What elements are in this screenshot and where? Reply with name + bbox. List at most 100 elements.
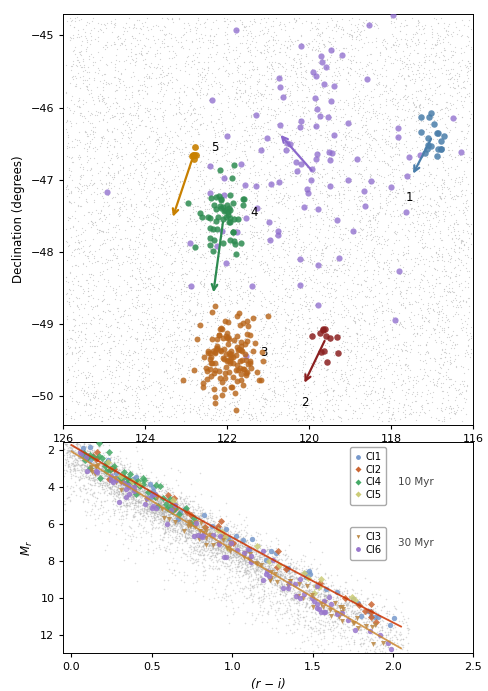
Point <box>286 568 294 579</box>
Point <box>215 191 223 202</box>
Point <box>457 154 465 165</box>
Point <box>301 381 309 392</box>
Point <box>107 463 115 474</box>
Point <box>375 412 383 423</box>
Point <box>181 519 189 530</box>
Point <box>88 370 96 381</box>
Point <box>379 347 386 358</box>
Point <box>315 147 323 158</box>
Point <box>224 553 231 564</box>
Point <box>278 581 286 592</box>
Point <box>289 59 297 70</box>
Point <box>285 31 292 42</box>
Point <box>132 491 140 502</box>
Point <box>163 84 170 95</box>
Point <box>236 547 244 558</box>
Point <box>216 527 224 538</box>
Point <box>158 347 166 358</box>
Point <box>462 59 469 70</box>
Point <box>365 607 373 618</box>
Point <box>98 239 105 250</box>
Point <box>283 564 291 575</box>
Point <box>185 531 193 542</box>
Point <box>270 255 278 266</box>
Point <box>281 554 289 565</box>
Point <box>79 240 87 252</box>
Point <box>67 231 75 242</box>
Point <box>179 511 187 522</box>
Point <box>342 598 350 609</box>
Point <box>401 83 408 94</box>
Point <box>305 585 313 596</box>
Point <box>120 477 127 489</box>
Point <box>194 515 202 527</box>
Point <box>236 545 244 556</box>
Point <box>147 486 155 498</box>
Point <box>270 571 278 582</box>
Point <box>122 334 129 345</box>
Point <box>414 258 422 269</box>
Point <box>223 52 230 63</box>
Point <box>169 505 177 516</box>
Point <box>96 406 104 417</box>
Point <box>147 57 155 68</box>
Point <box>122 458 130 469</box>
Point <box>452 216 460 227</box>
Point <box>313 30 321 41</box>
Point <box>337 606 345 617</box>
Point <box>176 518 184 529</box>
Point <box>247 558 255 569</box>
Point <box>337 608 345 619</box>
Point <box>188 35 196 46</box>
Point <box>447 250 455 261</box>
Point <box>289 406 297 417</box>
Point <box>329 599 337 610</box>
Point <box>248 533 256 545</box>
Point <box>126 486 134 498</box>
Point <box>256 46 264 57</box>
Point <box>262 569 270 580</box>
Point <box>408 203 416 214</box>
Point <box>425 305 432 316</box>
Point <box>387 413 395 424</box>
Point <box>392 278 400 289</box>
Point <box>340 630 347 641</box>
Point <box>227 547 235 558</box>
Point <box>263 158 271 169</box>
Point <box>414 15 422 26</box>
Point <box>127 114 135 125</box>
Point <box>105 354 113 366</box>
Point <box>358 599 366 610</box>
Point <box>280 581 287 592</box>
Point <box>347 616 355 627</box>
Point <box>222 172 230 183</box>
Point <box>177 42 184 53</box>
Point <box>202 545 209 556</box>
Point <box>244 565 251 576</box>
Point <box>290 567 298 578</box>
Point <box>356 624 364 635</box>
Point <box>284 583 292 594</box>
Point <box>156 498 163 509</box>
Point <box>62 464 70 475</box>
Point <box>174 194 182 205</box>
Point <box>321 607 328 618</box>
Point <box>456 388 464 399</box>
Point <box>261 84 268 95</box>
Point <box>65 332 73 343</box>
Point <box>244 46 252 57</box>
Point <box>360 379 367 390</box>
Point <box>159 356 166 367</box>
Point <box>132 231 140 243</box>
Point <box>150 489 158 500</box>
Point <box>92 469 100 480</box>
Point <box>425 280 433 291</box>
Point <box>124 321 132 332</box>
Point <box>378 88 386 100</box>
Point <box>109 111 117 122</box>
Point <box>425 126 432 138</box>
Point <box>151 312 159 323</box>
Point <box>171 511 179 522</box>
Point <box>112 97 120 108</box>
Point <box>392 163 400 174</box>
